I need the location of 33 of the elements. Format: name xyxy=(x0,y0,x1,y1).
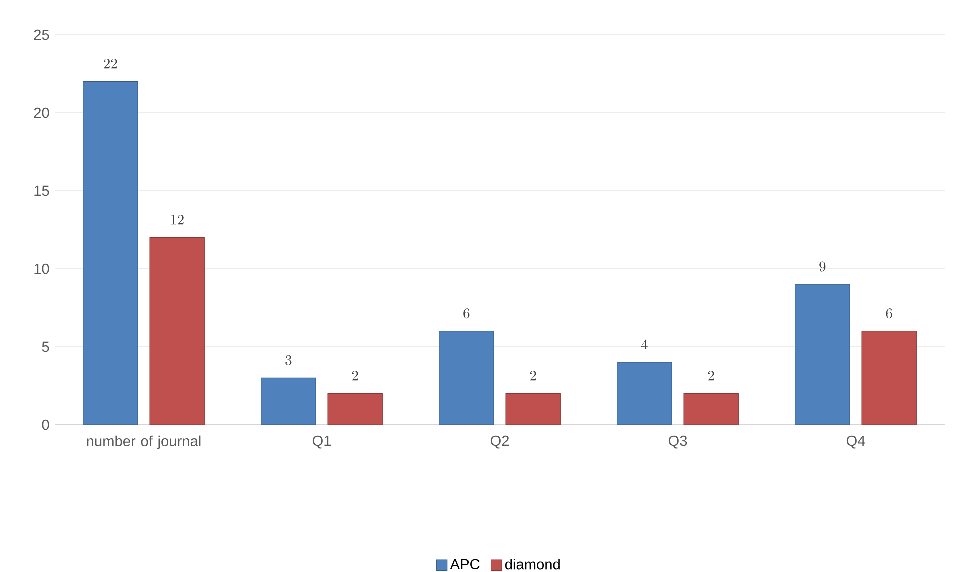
legend-label: diamond xyxy=(505,559,560,570)
data-label: 4 xyxy=(641,340,648,350)
bar xyxy=(862,331,917,426)
data-label: 6 xyxy=(464,308,470,319)
y-tick-label: 15 xyxy=(34,186,50,196)
x-tick-label: number of journal xyxy=(87,436,201,450)
bar xyxy=(795,284,850,426)
bar xyxy=(439,331,494,426)
data-label: 2 xyxy=(708,370,714,381)
x-tick-label: Q3 xyxy=(668,436,688,449)
bar xyxy=(261,378,316,426)
data-label: 12 xyxy=(171,214,184,225)
data-label: 3 xyxy=(286,355,292,366)
y-tick-label: 20 xyxy=(34,108,50,118)
x-tick-label: Q2 xyxy=(490,436,510,449)
bar xyxy=(150,238,205,426)
data-label: 2 xyxy=(352,370,358,381)
y-tick-label: 5 xyxy=(42,342,50,352)
bar xyxy=(684,394,739,426)
y-tick-label: 25 xyxy=(34,30,50,40)
data-label: 22 xyxy=(104,58,118,69)
data-label: 9 xyxy=(820,262,826,272)
bar xyxy=(83,82,138,426)
y-tick-label: 0 xyxy=(42,420,50,430)
x-tick-label: Q4 xyxy=(846,436,866,449)
data-label: 6 xyxy=(886,308,892,319)
x-tick-label: Q1 xyxy=(312,436,332,449)
bar xyxy=(506,394,561,426)
legend-label: APC xyxy=(450,559,480,570)
bar xyxy=(617,362,672,426)
data-label: 2 xyxy=(530,370,536,381)
y-tick-label: 10 xyxy=(34,264,50,274)
bar xyxy=(328,394,383,426)
